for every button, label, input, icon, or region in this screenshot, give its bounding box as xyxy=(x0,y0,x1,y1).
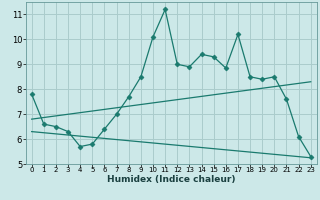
X-axis label: Humidex (Indice chaleur): Humidex (Indice chaleur) xyxy=(107,175,236,184)
